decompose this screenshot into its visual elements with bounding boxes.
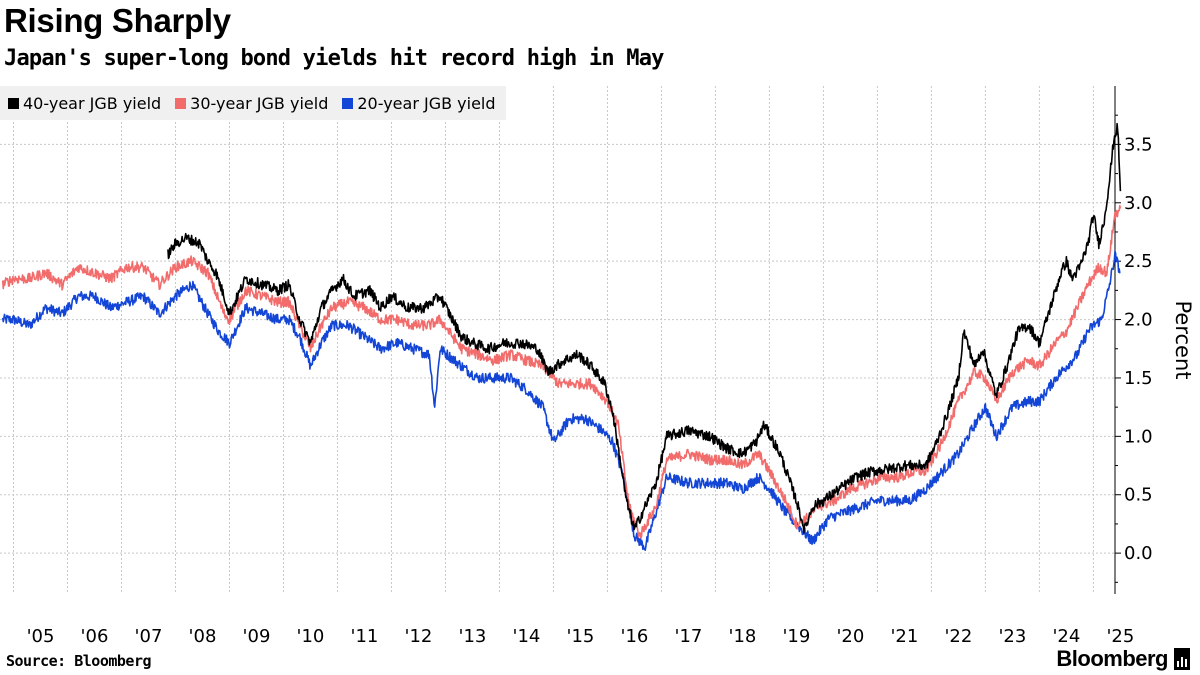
x-tick-label: '15 [567,626,595,647]
legend-item-40-year: 40-year JGB yield [8,94,161,113]
legend-swatch-30-year [175,97,187,109]
grid [0,86,1115,594]
legend-item-30-year: 30-year JGB yield [175,94,328,113]
x-tick-label: '11 [351,626,379,647]
x-tick-label: '10 [297,626,325,647]
bloomberg-logo-icon [1174,648,1190,670]
legend-label-40-year: 40-year JGB yield [23,93,162,113]
legend-swatch-40-year [8,97,19,109]
y-tick-label: 0.0 [1124,543,1153,564]
y-axis-title: Percent [1171,300,1195,379]
y-tick-label: 3.0 [1124,193,1153,214]
x-tick-label: '20 [836,626,864,647]
legend-label-20-year: 20-year JGB yield [357,93,496,113]
x-tick-label: '22 [944,626,972,647]
x-tick-label: '13 [459,626,487,647]
x-tick-label: '16 [621,626,649,647]
y-tick-label: 2.5 [1124,251,1153,272]
chart-title: Rising Sharply [4,2,231,39]
series-20-year-line [1,250,1121,551]
y-tick-label: 2.0 [1124,310,1153,331]
y-tick-label: 1.5 [1124,368,1153,389]
x-tick-label: '07 [135,626,163,647]
chart-legend: 40-year JGB yield 30-year JGB yield 20-y… [0,86,506,120]
x-tick-label: '23 [998,626,1026,647]
x-tick-label: '17 [675,626,703,647]
x-tick-label: '19 [782,626,810,647]
x-tick-label: '14 [513,626,541,647]
y-tick-label: 0.5 [1124,485,1153,506]
x-tick-label: '08 [189,626,217,647]
x-tick-label: '18 [729,626,757,647]
x-tick-label: '21 [890,626,918,647]
brand-logo: Bloomberg [1056,646,1190,672]
x-tick-label: '24 [1052,626,1080,647]
x-tick-label: '25 [1106,626,1134,647]
brand-name: Bloomberg [1056,646,1168,671]
y-tick-label: 1.0 [1124,426,1153,447]
legend-item-20-year: 20-year JGB yield [342,93,496,113]
x-tick-label: '09 [243,626,271,647]
x-tick-label: '06 [81,626,109,647]
series-30-year-line [1,204,1122,539]
y-tick-label: 3.5 [1124,134,1153,155]
legend-label-30-year: 30-year JGB yield [190,93,329,113]
x-tick-label: '12 [405,626,433,647]
x-tick-label: '05 [27,626,55,647]
source-note: Source: Bloomberg [6,652,152,670]
axes: 0.0 0.5 1.0 1.5 2.0 2.5 3.0 3.5 '05 '06 '07 '08 '09 '… [27,86,1153,647]
series-40-year-line [166,122,1122,534]
chart-subtitle: Japan's super-long bond yields hit recor… [4,46,664,71]
series-lines [1,122,1122,551]
legend-swatch-20-year [342,97,354,109]
